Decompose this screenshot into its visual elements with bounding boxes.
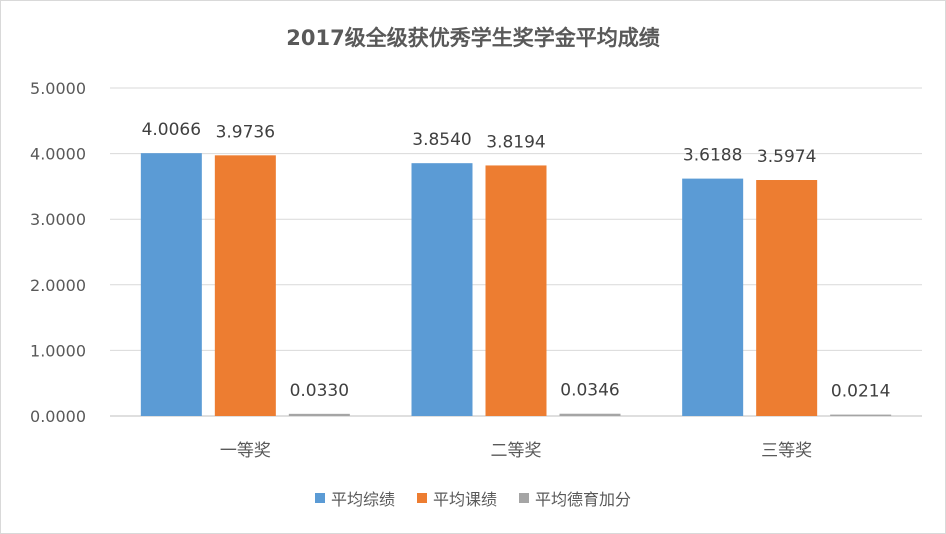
- data-label: 3.5974: [757, 147, 816, 167]
- bar: [485, 165, 547, 416]
- bar: [559, 413, 621, 416]
- bar: [411, 163, 473, 416]
- legend-swatch: [519, 493, 529, 503]
- data-label: 0.0346: [560, 381, 619, 401]
- chart-title: 2017级全级获优秀学生奖学金平均成绩: [286, 26, 660, 50]
- data-label: 3.8540: [412, 130, 471, 150]
- y-tick-label: 1.0000: [30, 341, 86, 360]
- x-category-label: 一等奖: [220, 441, 271, 461]
- bar: [140, 153, 202, 416]
- legend-label: 平均综绩: [330, 490, 395, 509]
- y-tick-label: 0.0000: [30, 407, 86, 426]
- y-tick-label: 2.0000: [30, 276, 86, 295]
- legend-item: 平均德育加分: [519, 486, 631, 510]
- data-label: 0.0214: [831, 382, 890, 402]
- data-label: 4.0066: [142, 120, 201, 140]
- legend-swatch: [314, 493, 325, 503]
- bar: [288, 413, 350, 416]
- legend-label: 平均德育加分: [535, 490, 632, 509]
- y-tick-label: 3.0000: [30, 210, 86, 229]
- bar: [830, 414, 892, 416]
- legend-label: 平均课绩: [432, 490, 497, 509]
- legend-swatch: [416, 493, 427, 503]
- y-tick-label: 5.0000: [30, 79, 86, 98]
- data-label: 3.6188: [683, 146, 742, 166]
- data-label: 3.9736: [216, 122, 275, 142]
- bar: [756, 180, 818, 416]
- data-label: 3.8194: [486, 132, 545, 152]
- bar: [682, 178, 744, 416]
- legend-item: 平均课绩: [416, 486, 497, 510]
- data-label: 0.0330: [290, 381, 349, 401]
- y-tick-label: 4.0000: [30, 145, 86, 164]
- bar: [214, 155, 276, 416]
- x-category-label: 二等奖: [491, 441, 542, 461]
- legend-item: 平均综绩: [314, 486, 395, 510]
- chart-legend: 平均综绩 平均课绩 平均德育加分: [0, 486, 946, 510]
- x-category-label: 三等奖: [761, 441, 812, 461]
